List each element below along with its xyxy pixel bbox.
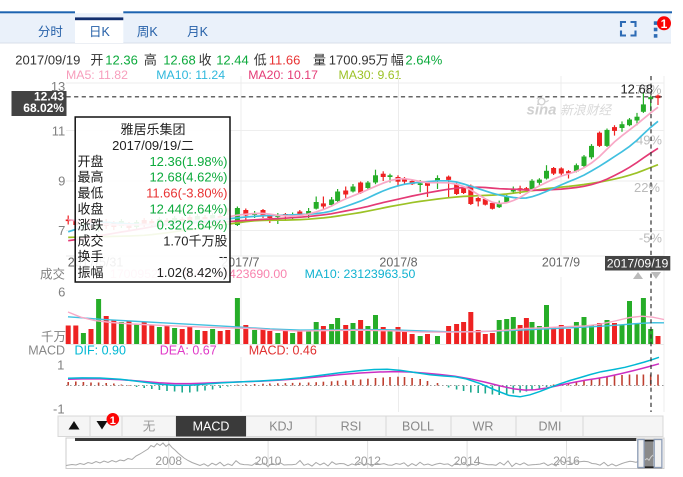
svg-text:2017/09/19/二: 2017/09/19/二	[112, 138, 194, 153]
svg-text:千万: 千万	[41, 330, 66, 344]
svg-text:-1: -1	[53, 402, 65, 417]
svg-text:12.44(2.64%): 12.44(2.64%)	[149, 202, 227, 217]
svg-text:11: 11	[52, 124, 66, 139]
svg-text:成交: 成交	[78, 233, 104, 248]
svg-text:0.32(2.64%): 0.32(2.64%)	[157, 217, 228, 232]
svg-text:高: 高	[144, 53, 157, 68]
svg-text:12.44: 12.44	[216, 53, 249, 68]
svg-text:收盘: 收盘	[78, 202, 104, 217]
svg-text:分时: 分时	[38, 25, 64, 39]
svg-text:2017/7: 2017/7	[221, 256, 259, 270]
svg-text:--: --	[219, 249, 228, 264]
svg-text:12.68: 12.68	[163, 53, 196, 68]
svg-text:雅居乐集团: 雅居乐集团	[120, 122, 185, 137]
svg-text:11.66: 11.66	[269, 53, 301, 68]
svg-text:12.43: 12.43	[34, 89, 64, 103]
svg-text:MA10: 23123963.50: MA10: 23123963.50	[305, 267, 416, 281]
svg-text:2017/8: 2017/8	[379, 256, 417, 270]
svg-text:12.68: 12.68	[620, 82, 653, 97]
svg-text:12.36: 12.36	[105, 53, 138, 68]
svg-text:1700.95万: 1700.95万	[329, 53, 389, 68]
svg-text:2017/09/19: 2017/09/19	[15, 53, 80, 68]
svg-text:1: 1	[57, 358, 64, 373]
svg-text:振幅: 振幅	[78, 265, 104, 280]
svg-text:MA20: 10.17: MA20: 10.17	[248, 68, 318, 82]
svg-text:2017/09/19: 2017/09/19	[607, 257, 669, 271]
svg-text:新浪财经: 新浪财经	[560, 103, 612, 118]
svg-text:无: 无	[143, 420, 156, 434]
svg-text:2.64%: 2.64%	[405, 53, 442, 68]
svg-text:DIF: 0.90: DIF: 0.90	[75, 344, 126, 358]
svg-text:开: 开	[90, 53, 103, 68]
svg-text:量: 量	[313, 53, 326, 68]
svg-text:RSI: RSI	[341, 420, 362, 434]
svg-text:MA30: 9.61: MA30: 9.61	[339, 68, 402, 82]
svg-text:1.02(8.42%): 1.02(8.42%)	[157, 265, 228, 280]
svg-text:2012: 2012	[354, 454, 381, 468]
svg-text:MACD: MACD	[28, 344, 65, 358]
svg-text:换手: 换手	[78, 249, 104, 264]
svg-text:68.02%: 68.02%	[23, 101, 64, 115]
svg-text:12.68(4.62%): 12.68(4.62%)	[149, 170, 227, 185]
svg-text:收: 收	[199, 53, 212, 68]
svg-text:BOLL: BOLL	[402, 420, 434, 434]
svg-text:月K: 月K	[187, 25, 209, 39]
svg-text:DMI: DMI	[539, 420, 562, 434]
svg-text:MACD: MACD	[193, 420, 230, 434]
svg-text:1.70千万股: 1.70千万股	[163, 233, 227, 248]
svg-text:WR: WR	[473, 420, 494, 434]
svg-text:2017/9: 2017/9	[542, 256, 580, 270]
svg-text:7: 7	[58, 223, 65, 238]
svg-text:涨跌: 涨跌	[78, 217, 104, 232]
svg-text:49%: 49%	[636, 133, 662, 148]
svg-text:低: 低	[254, 53, 267, 68]
svg-text:DEA: 0.67: DEA: 0.67	[160, 344, 217, 358]
svg-text:幅: 幅	[391, 53, 404, 68]
svg-text:1: 1	[661, 17, 668, 31]
svg-text:周K: 周K	[137, 25, 159, 39]
svg-text:13: 13	[51, 79, 65, 94]
svg-text:22%: 22%	[634, 180, 660, 195]
svg-text:2008: 2008	[155, 454, 182, 468]
svg-text:76%: 76%	[635, 82, 661, 97]
svg-text:MA10: 11.24: MA10: 11.24	[156, 68, 225, 82]
svg-text:9: 9	[58, 173, 65, 188]
svg-text:开盘: 开盘	[78, 154, 104, 169]
svg-text:KDJ: KDJ	[269, 420, 293, 434]
svg-text:12.36(1.98%): 12.36(1.98%)	[149, 154, 227, 169]
svg-text:日K: 日K	[89, 25, 111, 39]
svg-text:1: 1	[110, 415, 116, 427]
svg-text:最高: 最高	[78, 170, 104, 185]
svg-text:MA5: 11.82: MA5: 11.82	[66, 68, 128, 82]
svg-text:11.66(-3.80%): 11.66(-3.80%)	[146, 186, 227, 201]
svg-text:MACD: 0.46: MACD: 0.46	[249, 344, 317, 358]
svg-text:6: 6	[58, 285, 65, 300]
svg-text:最低: 最低	[78, 186, 104, 201]
svg-text:sina: sina	[527, 102, 557, 119]
svg-text:成交: 成交	[40, 267, 65, 282]
